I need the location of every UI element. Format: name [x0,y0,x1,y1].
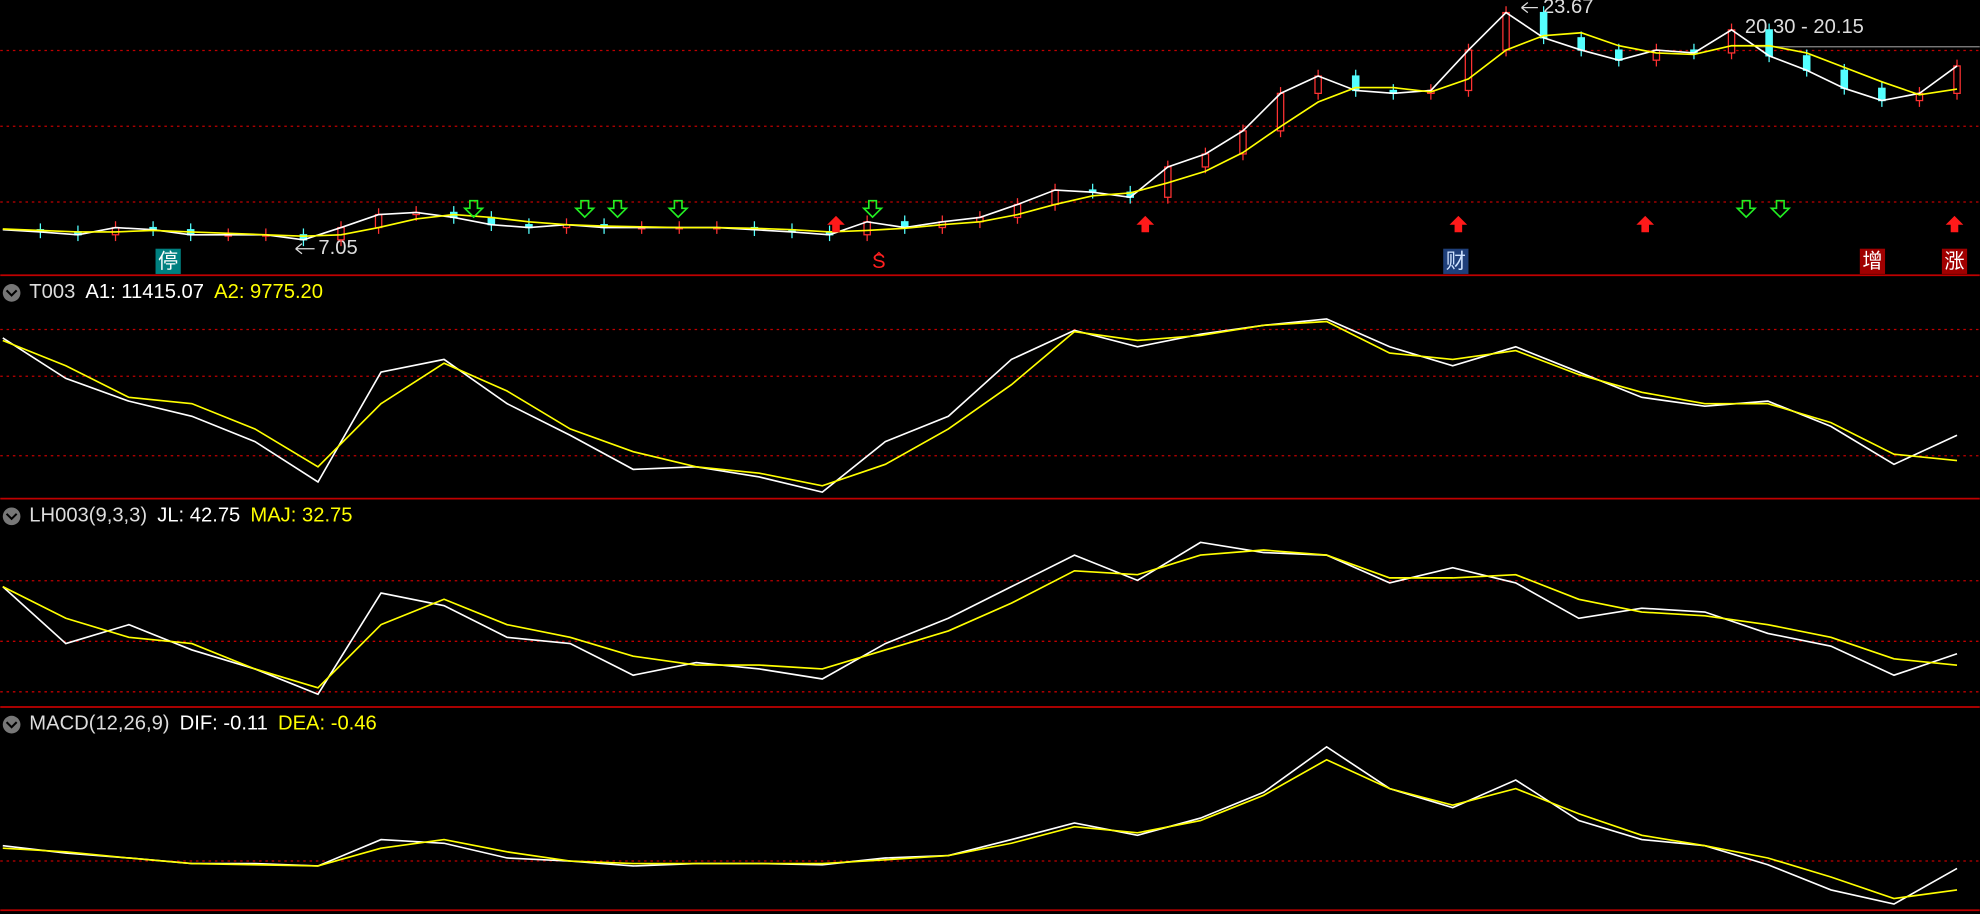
candle [1840,69,1849,89]
buy-arrow [1449,215,1468,233]
sell-arrow [573,199,596,219]
buy-arrow [1636,215,1655,233]
event-label: 增 [1862,250,1882,273]
candle [1652,49,1661,61]
legend-entry: A1: 11415.07 [85,281,204,303]
low-label: 7.05 [318,237,357,259]
candle [1051,189,1059,206]
candle [1577,37,1585,51]
event-label: 财 [1446,250,1466,273]
legend-entry: A2: 9775.20 [214,281,323,303]
buy-arrow [827,215,845,233]
sell-arrow [606,199,629,219]
candle [374,213,383,229]
sell-arrow [1769,199,1792,219]
legend-entry: DIF: -0.11 [180,713,268,735]
pane-header: MACD(12,26,9) DIF: -0.11 DEA: -0.46 [29,713,376,735]
legend-entry: JL: 42.75 [157,505,240,527]
pane-header: T003 A1: 11415.07 A2: 9775.20 [29,281,323,303]
candle [1502,11,1510,51]
buy-arrow [1945,215,1964,233]
candle [1201,153,1210,168]
event-label: S [872,251,885,273]
pane-menu-chevron [5,721,18,729]
range-label: 20.30 - 20.15 [1745,16,1864,38]
series-line [2,758,1958,900]
candle [1314,75,1322,94]
candle [1615,49,1623,61]
sell-arrow [462,199,485,219]
pane-menu [2,715,21,734]
event-badge [1859,248,1886,274]
event-badge [1443,248,1469,274]
pane-title: T003 [29,281,75,303]
event-label: 停 [158,250,178,273]
high-label: 23.67 [1543,0,1594,18]
candle [1878,87,1886,102]
low-arrow [295,243,315,255]
legend-entry: DEA: -0.46 [278,713,377,735]
series-line [2,549,1958,689]
series-line [2,318,1958,494]
buy-arrow [1136,215,1155,233]
series-line [2,31,1958,238]
pane-menu [2,507,21,526]
pane-menu [2,284,21,302]
pane-title: MACD(12,26,9) [29,713,169,735]
pane-header: LH003(9,3,3) JL: 42.75 MAJ: 32.75 [29,505,352,527]
candle [863,221,871,236]
candle [1802,55,1811,71]
event-label: 涨 [1944,250,1964,273]
legend-entry: MAJ: 32.75 [250,505,352,527]
event-caret [873,251,885,258]
candle [1539,11,1548,39]
sell-arrow [667,199,689,219]
high-arrow [1521,2,1538,14]
sell-arrow [1735,199,1758,219]
candle [1727,29,1736,54]
pane-title: LH003(9,3,3) [29,505,147,527]
candle [1765,29,1773,57]
series-line [2,320,1958,487]
sell-arrow [861,199,884,219]
event-badge [155,248,181,274]
series-line [2,745,1958,905]
pane-menu-chevron [5,513,18,521]
pane-menu-chevron [5,289,18,297]
candle [1464,49,1473,92]
series-line [2,11,1958,241]
event-badge [1941,248,1968,274]
